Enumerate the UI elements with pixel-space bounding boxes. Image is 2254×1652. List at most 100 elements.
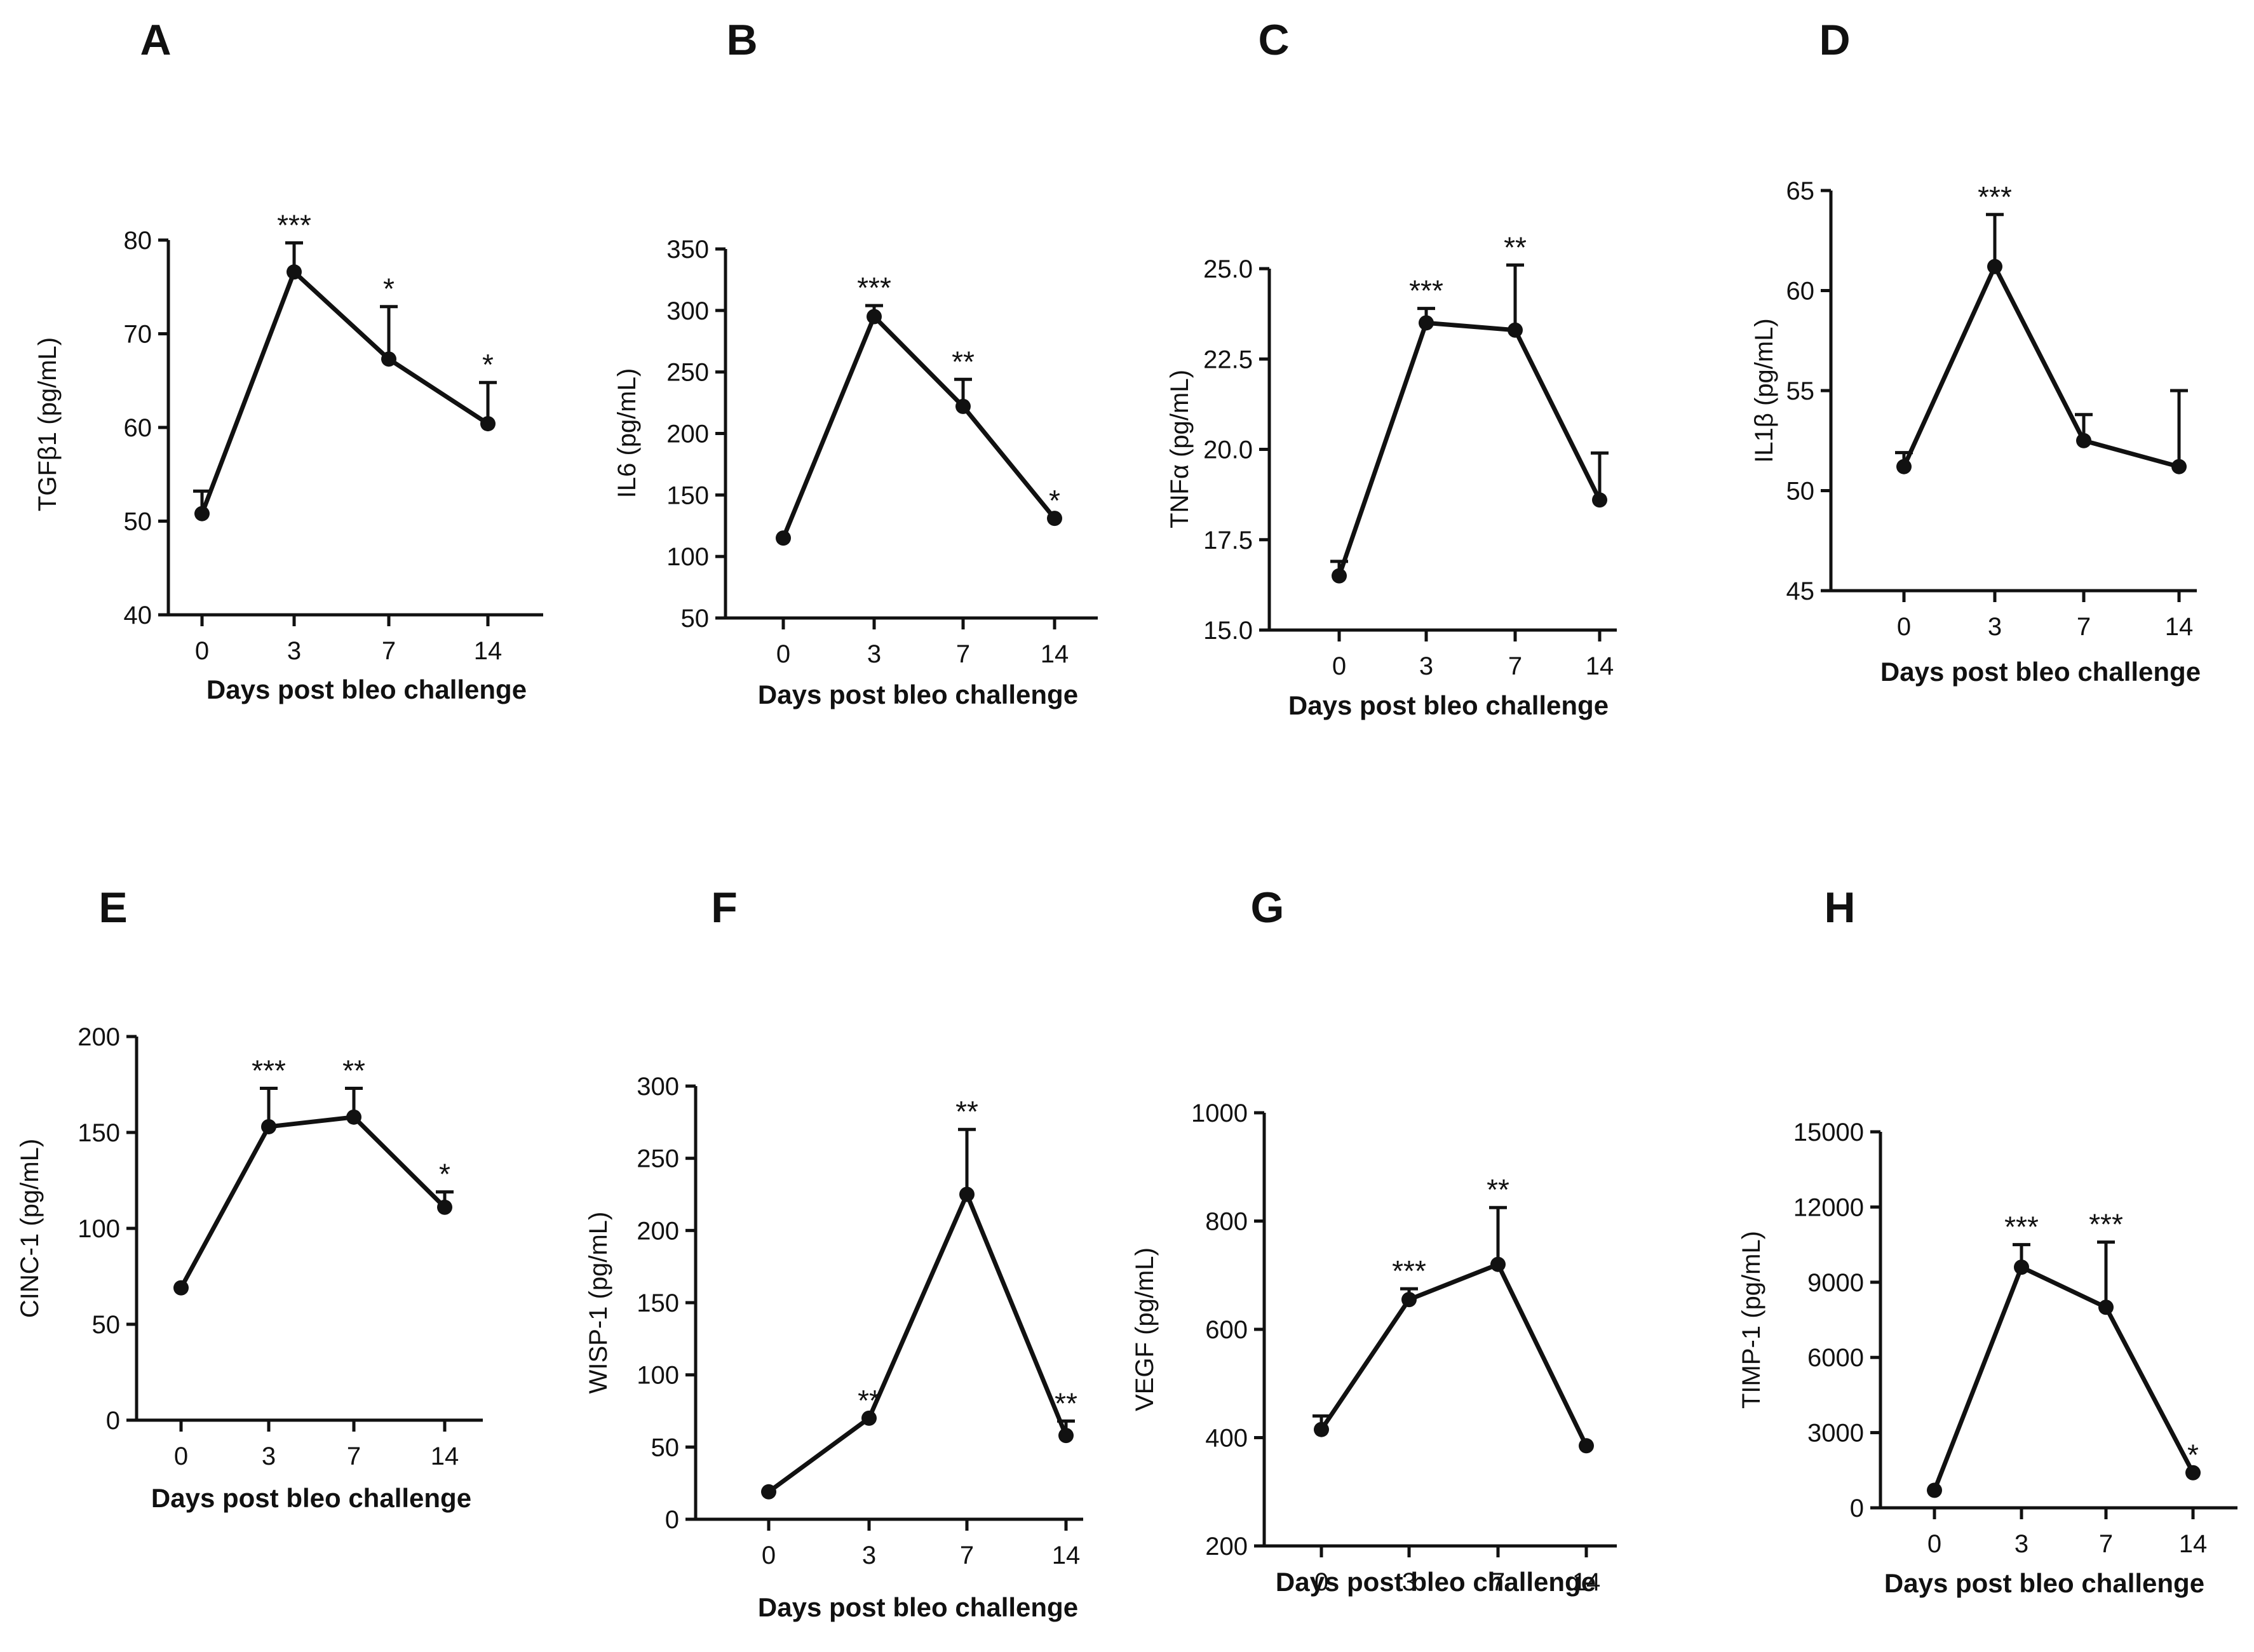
y-tick-label: 50 bbox=[1786, 478, 1815, 506]
y-tick-label: 250 bbox=[666, 359, 709, 387]
panel-letter: G bbox=[1251, 883, 1285, 932]
data-point bbox=[437, 1199, 452, 1215]
x-tick-label: 0 bbox=[762, 1541, 776, 1569]
y-tick-label: 0 bbox=[665, 1506, 679, 1534]
y-tick-label: 200 bbox=[637, 1217, 679, 1245]
panel-h: H 0 3000 6000 9000 12000 15000 0 3 7 14 Days post b… bbox=[1738, 883, 2237, 1598]
data-point bbox=[194, 506, 210, 521]
x-axis-title: Days post bleo challenge bbox=[1276, 1567, 1596, 1597]
significance-label: *** bbox=[857, 271, 891, 304]
data-point bbox=[1314, 1421, 1329, 1437]
y-tick-label: 150 bbox=[666, 481, 709, 509]
y-tick-label: 0 bbox=[106, 1407, 120, 1435]
significance-label: * bbox=[1049, 484, 1060, 517]
data-point bbox=[1987, 259, 2002, 274]
x-tick-label: 7 bbox=[382, 637, 396, 665]
series-line bbox=[1337, 320, 1602, 577]
series-line bbox=[781, 314, 1056, 539]
y-tick-label: 800 bbox=[1205, 1208, 1248, 1236]
series-line bbox=[179, 1115, 447, 1289]
y-tick-label: 20.0 bbox=[1203, 436, 1253, 464]
y-tick-label: 15000 bbox=[1793, 1118, 1864, 1146]
data-point bbox=[861, 1410, 877, 1426]
data-point bbox=[287, 264, 302, 280]
panel-letter: F bbox=[711, 883, 738, 932]
y-tick-label: 200 bbox=[1205, 1533, 1248, 1561]
data-point bbox=[2076, 433, 2091, 448]
significance-label: ** bbox=[342, 1054, 365, 1087]
y-axis-title: CINC-1 (pg/mL) bbox=[16, 1139, 44, 1318]
significance-label: ** bbox=[952, 345, 975, 378]
y-tick-label: 70 bbox=[124, 321, 152, 349]
y-tick-label: 100 bbox=[637, 1362, 679, 1390]
x-tick-label: 14 bbox=[1586, 652, 1614, 680]
y-axis-title: IL1β (pg/mL) bbox=[1750, 318, 1778, 463]
data-point bbox=[2014, 1259, 2029, 1275]
y-tick-label: 6000 bbox=[1807, 1344, 1864, 1372]
x-tick-label: 0 bbox=[1897, 613, 1911, 641]
y-tick-label: 150 bbox=[637, 1289, 679, 1317]
data-point bbox=[1490, 1256, 1506, 1272]
panel-letter: A bbox=[140, 16, 171, 64]
panel-letter: C bbox=[1258, 16, 1289, 64]
y-tick-label: 100 bbox=[78, 1215, 120, 1243]
x-tick-label: 14 bbox=[1572, 1568, 1601, 1596]
significance-label: *** bbox=[2089, 1208, 2123, 1241]
y-tick-label: 250 bbox=[637, 1145, 679, 1173]
data-point bbox=[1579, 1438, 1594, 1454]
y-tick-label: 200 bbox=[666, 420, 709, 448]
panel-f: F 0 50 100 150 200 250 300 0 3 7 14 Days post bleo c… bbox=[584, 883, 1083, 1622]
x-tick-label: 14 bbox=[2179, 1530, 2208, 1558]
y-tick-label: 150 bbox=[78, 1119, 120, 1147]
x-tick-label: 7 bbox=[956, 640, 970, 668]
x-tick-label: 3 bbox=[867, 640, 881, 668]
y-tick-label: 200 bbox=[78, 1023, 120, 1051]
x-tick-label: 3 bbox=[1419, 652, 1433, 680]
significance-label: * bbox=[2187, 1439, 2199, 1472]
data-point bbox=[261, 1118, 276, 1134]
y-tick-label: 12000 bbox=[1793, 1193, 1864, 1221]
x-tick-label: 0 bbox=[1314, 1568, 1328, 1596]
y-tick-label: 25.0 bbox=[1203, 255, 1253, 283]
panel-a: A 40 50 60 70 80 0 3 7 14 Days post bleo challenge… bbox=[34, 16, 543, 704]
y-tick-label: 3000 bbox=[1807, 1420, 1864, 1447]
x-tick-label: 0 bbox=[195, 637, 209, 665]
y-tick-label: 15.0 bbox=[1203, 617, 1253, 645]
data-point bbox=[1332, 568, 1347, 584]
data-point bbox=[1927, 1482, 1942, 1498]
x-tick-label: 0 bbox=[1332, 652, 1346, 680]
x-axis-title: Days post bleo challenge bbox=[1884, 1568, 2204, 1598]
x-tick-label: 0 bbox=[174, 1442, 188, 1470]
significance-label: ** bbox=[858, 1384, 881, 1417]
series-line bbox=[1319, 1262, 1589, 1447]
y-tick-label: 300 bbox=[666, 297, 709, 325]
significance-label: *** bbox=[1978, 180, 2012, 213]
significance-label: *** bbox=[252, 1054, 286, 1087]
data-point bbox=[1058, 1428, 1074, 1444]
data-point bbox=[1592, 492, 1607, 508]
data-point bbox=[1419, 315, 1434, 331]
data-point bbox=[867, 309, 882, 325]
x-tick-label: 14 bbox=[1041, 640, 1069, 668]
y-tick-label: 80 bbox=[124, 227, 152, 255]
x-tick-label: 14 bbox=[1052, 1541, 1081, 1569]
x-tick-label: 7 bbox=[960, 1541, 974, 1569]
panel-letter: B bbox=[726, 16, 757, 64]
x-tick-label: 0 bbox=[776, 640, 790, 668]
y-tick-label: 55 bbox=[1786, 377, 1815, 405]
significance-label: *** bbox=[1409, 274, 1443, 307]
x-axis-title: Days post bleo challenge bbox=[206, 675, 527, 704]
y-axis-title: TIMP-1 (pg/mL) bbox=[1738, 1231, 1765, 1409]
y-tick-label: 60 bbox=[1786, 278, 1815, 306]
significance-label: ** bbox=[1055, 1387, 1077, 1420]
panel-d: D 45 50 55 60 65 0 3 7 14 Days post bleo challenge… bbox=[1750, 16, 2201, 687]
y-axis-title: TGFβ1 (pg/mL) bbox=[34, 337, 62, 511]
data-point bbox=[2098, 1299, 2114, 1315]
panel-b: B 50 100 150 200 250 300 350 0 3 7 14 Days post bleo… bbox=[613, 16, 1098, 709]
series-line bbox=[767, 1192, 1069, 1494]
significance-label: ** bbox=[1504, 231, 1527, 264]
x-tick-label: 14 bbox=[431, 1442, 459, 1470]
significance-label: *** bbox=[1392, 1254, 1426, 1287]
panel-letter: E bbox=[98, 883, 127, 932]
